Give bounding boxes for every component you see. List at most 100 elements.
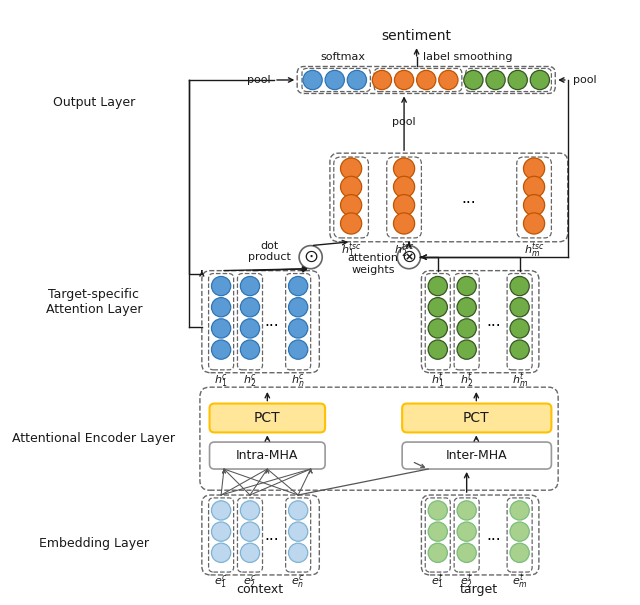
Circle shape xyxy=(530,70,550,90)
Circle shape xyxy=(510,543,529,563)
Circle shape xyxy=(439,70,458,90)
Text: ⊙: ⊙ xyxy=(303,248,318,266)
Text: $h_1^{tsc}$: $h_1^{tsc}$ xyxy=(340,241,362,260)
Text: context: context xyxy=(236,583,283,596)
Circle shape xyxy=(211,501,231,520)
Circle shape xyxy=(241,522,260,541)
Circle shape xyxy=(510,298,529,317)
Text: softmax: softmax xyxy=(321,52,365,62)
Text: ...: ... xyxy=(265,314,280,329)
Circle shape xyxy=(510,522,529,541)
Circle shape xyxy=(486,70,505,90)
Text: Intra-MHA: Intra-MHA xyxy=(236,449,298,462)
Text: label smoothing: label smoothing xyxy=(423,52,513,62)
Circle shape xyxy=(524,158,545,179)
Text: $h_1^t$: $h_1^t$ xyxy=(431,371,444,390)
Text: Output Layer: Output Layer xyxy=(53,96,135,109)
Text: $e_1^t$: $e_1^t$ xyxy=(431,572,444,591)
Text: $h_n^c$: $h_n^c$ xyxy=(291,372,305,389)
Circle shape xyxy=(340,195,362,216)
Text: $h_2^t$: $h_2^t$ xyxy=(460,371,473,390)
Circle shape xyxy=(241,543,260,563)
Circle shape xyxy=(457,276,476,296)
Text: Attentional Encoder Layer: Attentional Encoder Layer xyxy=(13,432,175,445)
Text: $h_1^c$: $h_1^c$ xyxy=(214,372,228,389)
Circle shape xyxy=(510,276,529,296)
Text: Target-specific
Attention Layer: Target-specific Attention Layer xyxy=(45,289,142,316)
Circle shape xyxy=(340,158,362,179)
Circle shape xyxy=(211,522,231,541)
Circle shape xyxy=(457,543,476,563)
Circle shape xyxy=(289,298,308,317)
Text: PCT: PCT xyxy=(463,411,490,425)
Circle shape xyxy=(348,70,367,90)
Circle shape xyxy=(289,522,308,541)
Circle shape xyxy=(211,319,231,338)
Circle shape xyxy=(289,276,308,296)
Text: $e_1^c$: $e_1^c$ xyxy=(214,573,228,590)
Circle shape xyxy=(428,501,447,520)
Circle shape xyxy=(428,522,447,541)
Circle shape xyxy=(289,319,308,338)
Circle shape xyxy=(340,176,362,197)
Text: ⊗: ⊗ xyxy=(401,248,417,266)
FancyBboxPatch shape xyxy=(209,404,325,433)
Circle shape xyxy=(457,298,476,317)
Text: Inter-MHA: Inter-MHA xyxy=(445,449,507,462)
Circle shape xyxy=(524,176,545,197)
Circle shape xyxy=(457,319,476,338)
Circle shape xyxy=(457,340,476,359)
Text: ...: ... xyxy=(486,528,501,543)
Text: $h_m^{tsc}$: $h_m^{tsc}$ xyxy=(524,241,545,260)
Circle shape xyxy=(428,298,447,317)
Circle shape xyxy=(211,543,231,563)
Circle shape xyxy=(428,319,447,338)
Circle shape xyxy=(394,158,415,179)
Text: dot
product: dot product xyxy=(248,241,291,262)
Circle shape xyxy=(394,195,415,216)
Circle shape xyxy=(464,70,483,90)
Circle shape xyxy=(211,276,231,296)
Text: $e_n^c$: $e_n^c$ xyxy=(291,573,305,590)
Circle shape xyxy=(241,319,260,338)
Text: pool: pool xyxy=(573,75,596,85)
Circle shape xyxy=(510,319,529,338)
Circle shape xyxy=(397,246,420,269)
Circle shape xyxy=(372,70,392,90)
Circle shape xyxy=(394,70,413,90)
Circle shape xyxy=(394,213,415,234)
Circle shape xyxy=(289,543,308,563)
Circle shape xyxy=(428,276,447,296)
Circle shape xyxy=(510,340,529,359)
Circle shape xyxy=(457,501,476,520)
Text: attention
weights: attention weights xyxy=(348,253,399,275)
Text: $h_2^{tsc}$: $h_2^{tsc}$ xyxy=(394,241,415,260)
Circle shape xyxy=(289,501,308,520)
Text: $h_m^t$: $h_m^t$ xyxy=(511,371,527,390)
Circle shape xyxy=(457,522,476,541)
Circle shape xyxy=(241,298,260,317)
Circle shape xyxy=(303,70,322,90)
Circle shape xyxy=(428,543,447,563)
Text: $e_2^t$: $e_2^t$ xyxy=(460,572,473,591)
FancyBboxPatch shape xyxy=(209,442,325,469)
Text: Embedding Layer: Embedding Layer xyxy=(39,537,149,550)
Text: pool: pool xyxy=(392,117,416,127)
Text: pool: pool xyxy=(246,75,270,85)
Text: ...: ... xyxy=(461,191,476,206)
Text: PCT: PCT xyxy=(254,411,280,425)
Circle shape xyxy=(524,195,545,216)
Circle shape xyxy=(241,276,260,296)
Text: ...: ... xyxy=(265,528,280,543)
FancyBboxPatch shape xyxy=(402,404,552,433)
Circle shape xyxy=(417,70,436,90)
Circle shape xyxy=(241,340,260,359)
Circle shape xyxy=(211,298,231,317)
Circle shape xyxy=(428,340,447,359)
Circle shape xyxy=(325,70,344,90)
Text: ...: ... xyxy=(486,314,501,329)
Text: $e_m^t$: $e_m^t$ xyxy=(512,572,527,591)
Text: target: target xyxy=(460,583,499,596)
Circle shape xyxy=(289,340,308,359)
Circle shape xyxy=(340,213,362,234)
